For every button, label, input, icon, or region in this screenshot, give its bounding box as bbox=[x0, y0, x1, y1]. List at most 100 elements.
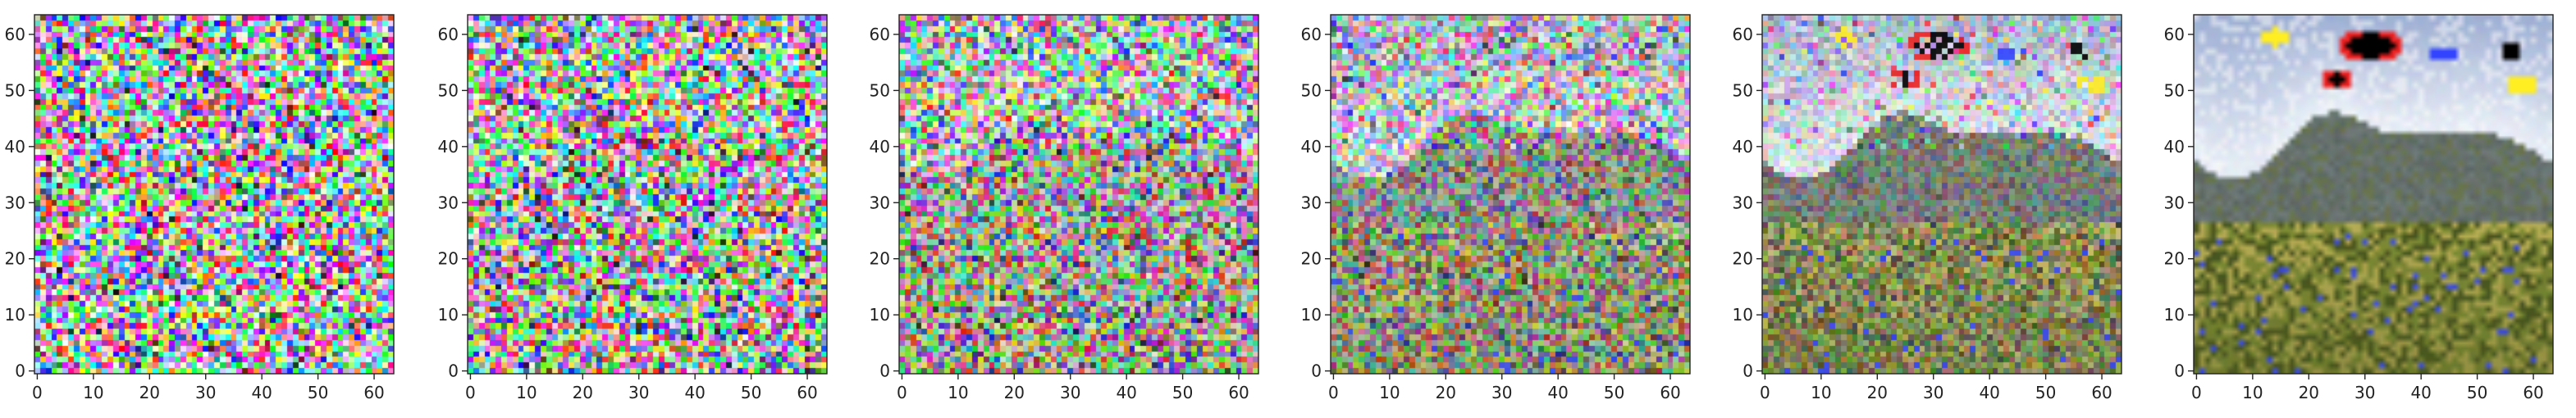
x-tick-label: 0 bbox=[465, 383, 476, 402]
y-tick-label: 0 bbox=[1311, 361, 1322, 381]
x-tick-label: 20 bbox=[2299, 383, 2319, 402]
y-tick-label: 60 bbox=[870, 25, 890, 44]
x-tick-label: 60 bbox=[2523, 383, 2543, 402]
x-tick-label: 20 bbox=[1867, 383, 1888, 402]
axes-frame bbox=[2193, 14, 2554, 375]
x-tick-label: 20 bbox=[139, 383, 160, 402]
y-tick-label: 60 bbox=[5, 25, 25, 44]
x-tick-label: 0 bbox=[32, 383, 43, 402]
y-tick-label: 40 bbox=[2164, 137, 2185, 157]
y-tick-label: 40 bbox=[5, 137, 25, 157]
x-tick-label: 40 bbox=[251, 383, 272, 402]
axes: 0 10 20 30 40 50 60 0 10 20 30 40 50 60 bbox=[1733, 14, 2122, 402]
y-tick-label: 60 bbox=[2164, 25, 2185, 44]
y-tick-label: 10 bbox=[438, 305, 459, 325]
generated-image bbox=[899, 15, 1258, 374]
x-tick-label: 50 bbox=[2035, 383, 2056, 402]
axes-frame bbox=[34, 14, 395, 375]
x-tick-label: 30 bbox=[2354, 383, 2375, 402]
generated-image bbox=[1762, 15, 2122, 374]
y-tick-label: 50 bbox=[5, 80, 25, 100]
y-tick-label: 60 bbox=[438, 25, 459, 44]
x-tick-label: 30 bbox=[1491, 383, 1512, 402]
x-tick-label: 60 bbox=[1660, 383, 1680, 402]
x-tick-label: 60 bbox=[797, 383, 817, 402]
x-tick-label: 50 bbox=[1604, 383, 1624, 402]
y-tick-label: 30 bbox=[1733, 193, 1753, 212]
image-panel-6: 0 10 20 30 40 50 60 0 10 20 30 40 50 60 bbox=[2159, 0, 2576, 418]
panel-plot: 0 10 20 30 40 50 60 0 10 20 30 40 50 60 bbox=[870, 14, 1259, 402]
x-tick-label: 50 bbox=[2467, 383, 2487, 402]
x-tick-label: 10 bbox=[1379, 383, 1400, 402]
image-panel-4: 0 10 20 30 40 50 60 0 10 20 30 40 50 60 bbox=[1296, 0, 1723, 418]
x-tick-label: 40 bbox=[684, 383, 705, 402]
x-tick-label: 20 bbox=[573, 383, 593, 402]
generated-image bbox=[34, 15, 394, 374]
y-tick-label: 30 bbox=[438, 193, 459, 212]
x-tick-label: 30 bbox=[1060, 383, 1080, 402]
y-tick-label: 10 bbox=[1301, 305, 1322, 325]
generated-image bbox=[468, 15, 827, 374]
y-tick-label: 40 bbox=[870, 137, 890, 157]
x-tick-label: 20 bbox=[1004, 383, 1025, 402]
y-tick-label: 0 bbox=[448, 361, 459, 381]
panel-plot: 0 10 20 30 40 50 60 0 10 20 30 40 50 60 bbox=[438, 14, 828, 402]
x-tick-label: 30 bbox=[1923, 383, 1943, 402]
y-tick-label: 0 bbox=[1742, 361, 1753, 381]
x-tick-label: 0 bbox=[1760, 383, 1770, 402]
x-tick-label: 40 bbox=[1979, 383, 1999, 402]
x-tick-label: 10 bbox=[948, 383, 968, 402]
x-tick-label: 10 bbox=[2242, 383, 2263, 402]
y-tick-label: 10 bbox=[2164, 305, 2185, 325]
y-tick-label: 20 bbox=[438, 249, 459, 269]
y-tick-label: 30 bbox=[870, 193, 890, 212]
axes: 0 10 20 30 40 50 60 0 10 20 30 40 50 60 bbox=[870, 14, 1259, 402]
panel-plot: 0 10 20 30 40 50 60 0 10 20 30 40 50 60 bbox=[2164, 14, 2554, 402]
y-tick-label: 0 bbox=[15, 361, 25, 381]
image-panel-5: 0 10 20 30 40 50 60 0 10 20 30 40 50 60 bbox=[1728, 0, 2154, 418]
x-tick-label: 30 bbox=[628, 383, 649, 402]
image-panel-2: 0 10 20 30 40 50 60 0 10 20 30 40 50 60 bbox=[433, 0, 860, 418]
y-tick-label: 0 bbox=[2174, 361, 2185, 381]
y-tick-label: 60 bbox=[1301, 25, 1322, 44]
image-panel-3: 0 10 20 30 40 50 60 0 10 20 30 40 50 60 bbox=[865, 0, 1291, 418]
x-tick-label: 0 bbox=[897, 383, 907, 402]
x-tick-label: 40 bbox=[2410, 383, 2431, 402]
generated-image bbox=[2194, 15, 2553, 374]
x-tick-label: 0 bbox=[2191, 383, 2202, 402]
y-tick-label: 20 bbox=[1301, 249, 1322, 269]
y-tick-label: 40 bbox=[438, 137, 459, 157]
image-panel-1: 0 10 20 30 40 50 60 0 10 20 30 40 50 60 bbox=[0, 0, 427, 418]
generated-image bbox=[1331, 15, 1690, 374]
y-tick-label: 40 bbox=[1301, 137, 1322, 157]
y-tick-label: 50 bbox=[1733, 80, 1753, 100]
x-tick-label: 60 bbox=[2091, 383, 2112, 402]
y-tick-label: 20 bbox=[870, 249, 890, 269]
y-tick-label: 10 bbox=[870, 305, 890, 325]
y-tick-label: 20 bbox=[1733, 249, 1753, 269]
y-tick-label: 20 bbox=[2164, 249, 2185, 269]
axes: 0 10 20 30 40 50 60 0 10 20 30 40 50 60 bbox=[438, 14, 828, 402]
x-tick-label: 40 bbox=[1547, 383, 1568, 402]
panel-plot: 0 10 20 30 40 50 60 0 10 20 30 40 50 60 bbox=[5, 14, 395, 402]
axes-frame bbox=[1761, 14, 2122, 375]
axes: 0 10 20 30 40 50 60 0 10 20 30 40 50 60 bbox=[1301, 14, 1691, 402]
x-tick-label: 60 bbox=[1228, 383, 1249, 402]
y-tick-label: 30 bbox=[1301, 193, 1322, 212]
axes-frame bbox=[1330, 14, 1691, 375]
panel-plot: 0 10 20 30 40 50 60 0 10 20 30 40 50 60 bbox=[1733, 14, 2122, 402]
x-tick-label: 10 bbox=[83, 383, 103, 402]
y-tick-label: 30 bbox=[2164, 193, 2185, 212]
x-tick-label: 20 bbox=[1436, 383, 1456, 402]
x-tick-label: 50 bbox=[1172, 383, 1193, 402]
y-tick-label: 50 bbox=[2164, 80, 2185, 100]
panel-plot: 0 10 20 30 40 50 60 0 10 20 30 40 50 60 bbox=[1301, 14, 1691, 402]
y-tick-label: 0 bbox=[879, 361, 890, 381]
y-tick-label: 20 bbox=[5, 249, 25, 269]
axes: 0 10 20 30 40 50 60 0 10 20 30 40 50 60 bbox=[2164, 14, 2554, 402]
y-tick-label: 10 bbox=[1733, 305, 1753, 325]
y-tick-label: 10 bbox=[5, 305, 25, 325]
axes: 0 10 20 30 40 50 60 0 10 20 30 40 50 60 bbox=[5, 14, 395, 402]
y-tick-label: 40 bbox=[1733, 137, 1753, 157]
